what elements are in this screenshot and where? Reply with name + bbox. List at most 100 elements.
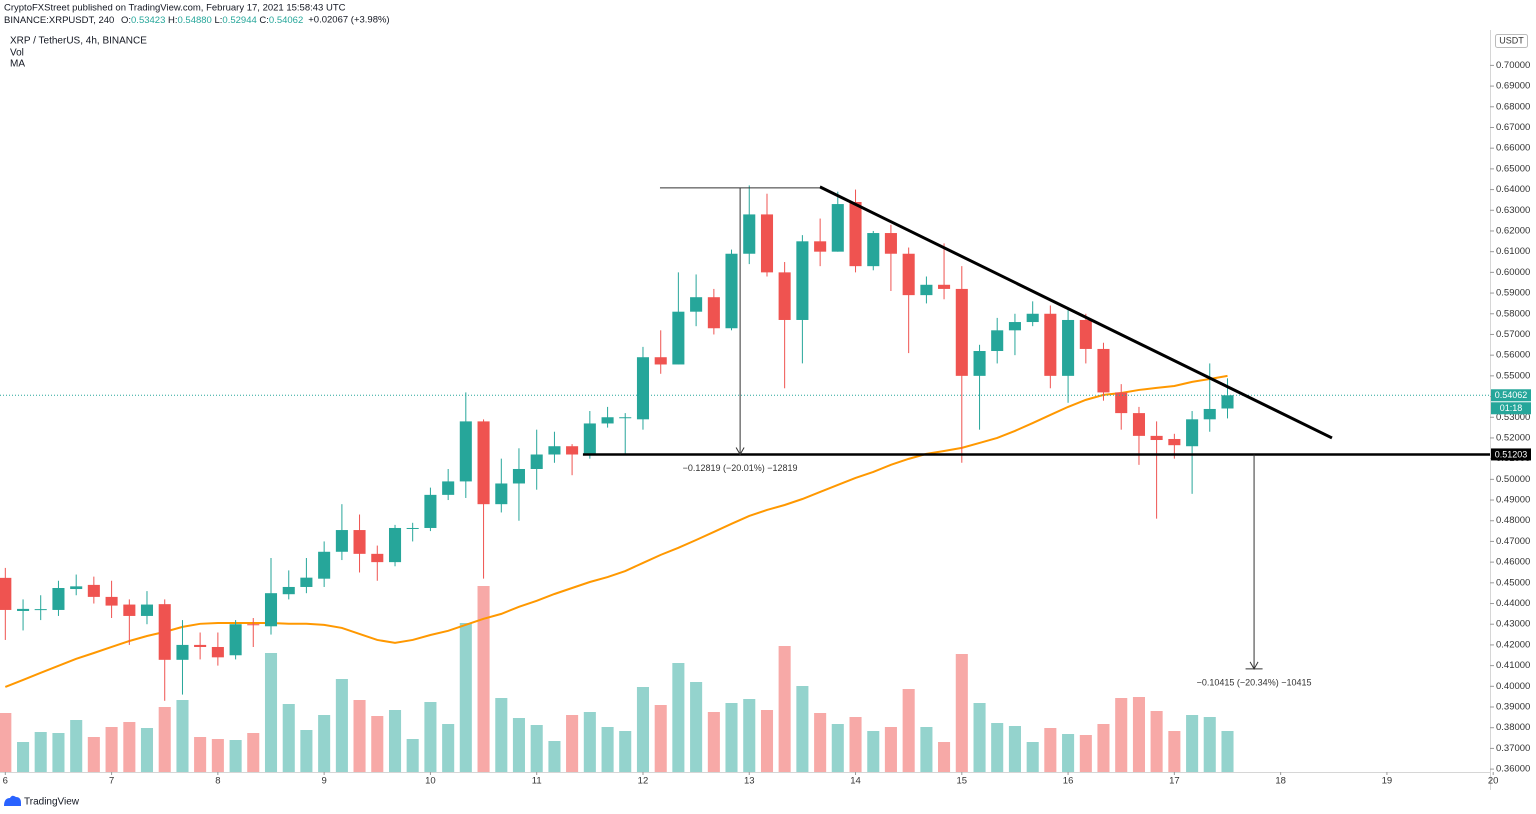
volume-bar bbox=[707, 712, 720, 772]
candle-body bbox=[406, 527, 419, 529]
volume-bar bbox=[938, 742, 951, 772]
volume-bar bbox=[1168, 731, 1181, 772]
volume-bar bbox=[1203, 717, 1216, 772]
candle-body bbox=[1079, 319, 1092, 349]
countdown-badge-bg bbox=[1491, 402, 1531, 415]
axes: 0.36000 0.37000 0.38000 0.39000 0.40000 0.410… bbox=[3, 60, 1531, 787]
volume-bar bbox=[619, 731, 632, 772]
support-badge: 0.51203 bbox=[1495, 449, 1528, 459]
volume-bar bbox=[70, 720, 83, 772]
candle-body bbox=[34, 609, 47, 611]
y-tick-label: 0.50000 bbox=[1496, 474, 1530, 485]
candle-body bbox=[601, 417, 614, 424]
y-tick-label: 0.38000 bbox=[1496, 722, 1530, 733]
volume-bar bbox=[176, 700, 189, 772]
y-tick-label: 0.52000 bbox=[1496, 432, 1530, 443]
y-tick-label: 0.57000 bbox=[1496, 329, 1530, 340]
x-tick-label: 7 bbox=[109, 776, 114, 787]
support-badge-bg bbox=[1491, 448, 1531, 461]
volume-bar bbox=[477, 586, 490, 772]
volume-bar bbox=[371, 716, 384, 772]
volume-bar bbox=[1150, 711, 1163, 772]
candle-body bbox=[831, 204, 844, 252]
y-tick-label: 0.68000 bbox=[1496, 101, 1530, 112]
volume-bar bbox=[318, 715, 331, 772]
y-tick-label: 0.48000 bbox=[1496, 515, 1530, 526]
candle-body bbox=[17, 608, 30, 611]
candle-body bbox=[264, 593, 278, 627]
volume-bar bbox=[690, 682, 703, 772]
candle-body bbox=[335, 530, 348, 552]
y-tick-label: 0.43000 bbox=[1496, 619, 1530, 630]
volume-bar bbox=[672, 663, 685, 772]
volume-bar bbox=[353, 700, 366, 772]
candle-body bbox=[884, 233, 897, 254]
ma-line bbox=[4, 374, 1228, 688]
volume-bar bbox=[194, 737, 207, 772]
candle-body bbox=[424, 494, 437, 528]
candle-body bbox=[636, 357, 650, 420]
symbol: BINANCE:XRPUSDT, 240 bbox=[4, 15, 114, 26]
y-tick-label: 0.36000 bbox=[1496, 764, 1530, 775]
y-tick-label: 0.69000 bbox=[1496, 81, 1530, 92]
x-tick-label: 8 bbox=[215, 776, 220, 787]
y-tick-label: 0.49000 bbox=[1496, 495, 1530, 506]
volume-bar bbox=[814, 713, 827, 772]
volume-bar bbox=[583, 712, 596, 772]
volume-bar bbox=[884, 727, 897, 772]
candle-body bbox=[477, 421, 490, 505]
volume-bar bbox=[991, 723, 1004, 772]
volume-bar bbox=[140, 728, 154, 772]
candle-body bbox=[902, 253, 915, 296]
volume-bar bbox=[1044, 728, 1057, 772]
candle-body bbox=[1062, 319, 1075, 376]
y-tick-label: 0.39000 bbox=[1496, 702, 1530, 713]
candle-body bbox=[938, 284, 951, 289]
y-tick-label: 0.42000 bbox=[1496, 639, 1530, 650]
candle-body bbox=[920, 284, 933, 296]
candle-body bbox=[247, 624, 260, 626]
candle-body bbox=[760, 214, 774, 273]
candle-body bbox=[318, 551, 331, 579]
y-tick-label: 0.41000 bbox=[1496, 660, 1530, 671]
axis-unit: USDT bbox=[1499, 35, 1524, 45]
volume-bar bbox=[229, 740, 242, 772]
y-tick-label: 0.37000 bbox=[1496, 743, 1530, 754]
candle-body bbox=[973, 351, 986, 376]
last-price-badge: 0.54062 bbox=[1495, 390, 1528, 400]
candle-body bbox=[176, 644, 189, 660]
chart-title: XRP / TetherUS, 4h, BINANCE bbox=[10, 36, 147, 47]
candle-body bbox=[548, 446, 561, 455]
logo-icon bbox=[4, 795, 21, 806]
y-tick-label: 0.47000 bbox=[1496, 536, 1530, 547]
volume-bar bbox=[654, 705, 667, 772]
candle-body bbox=[1115, 392, 1128, 414]
volume-bar bbox=[760, 710, 774, 772]
candle-body bbox=[0, 577, 12, 610]
y-tick-label: 0.44000 bbox=[1496, 598, 1530, 609]
volume-bar bbox=[442, 724, 455, 772]
volume-bar bbox=[1062, 734, 1075, 772]
candle-body bbox=[654, 357, 667, 365]
volume-bar bbox=[459, 623, 472, 772]
candle-body bbox=[583, 423, 596, 455]
volume-bar bbox=[566, 715, 579, 772]
ohlc-value: 0.52944 bbox=[222, 15, 256, 26]
candle-body bbox=[991, 330, 1004, 352]
candle-body bbox=[123, 604, 136, 616]
volume-bar bbox=[158, 707, 171, 772]
volume-bar bbox=[601, 727, 614, 772]
volume-bar bbox=[247, 733, 260, 772]
candle-body bbox=[229, 624, 242, 656]
y-tick-label: 0.61000 bbox=[1496, 246, 1530, 257]
symbol-line: BINANCE:XRPUSDT, 240 O:0.53423 H:0.54880… bbox=[4, 15, 303, 26]
ohlc-label: L: bbox=[214, 15, 222, 26]
y-tick-label: 0.70000 bbox=[1496, 60, 1530, 71]
y-tick-label: 0.55000 bbox=[1496, 370, 1530, 381]
candle-body bbox=[371, 553, 384, 563]
volume-bar bbox=[211, 739, 224, 772]
candle-body bbox=[1044, 313, 1057, 376]
y-tick-label: 0.64000 bbox=[1496, 184, 1530, 195]
candle-body bbox=[867, 233, 880, 267]
volume-bar bbox=[1115, 698, 1128, 772]
